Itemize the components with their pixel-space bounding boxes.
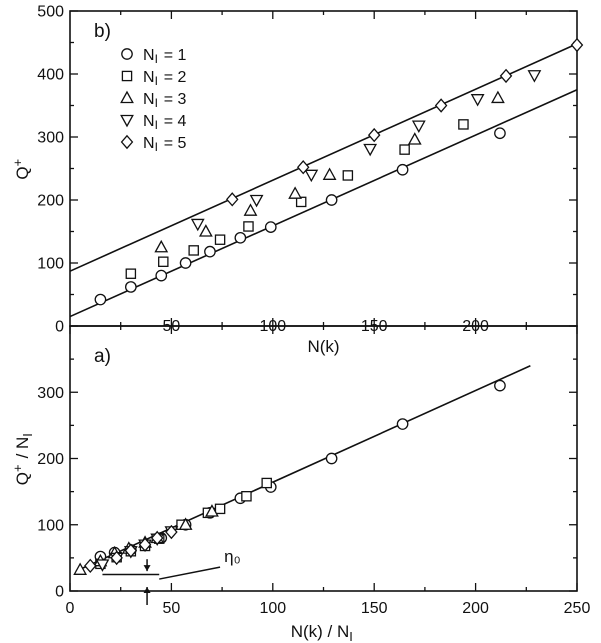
panel-label: a) bbox=[94, 346, 111, 367]
data-point-diamond bbox=[84, 558, 97, 574]
legend-label: NI = 2 bbox=[143, 69, 186, 88]
x-tick-label: 100 bbox=[259, 600, 286, 617]
legend-marker-diamond bbox=[120, 134, 134, 150]
data-point-triangle-down bbox=[527, 70, 542, 83]
y-axis-label: Q+ / NI bbox=[10, 432, 34, 486]
data-point-triangle-down bbox=[190, 218, 205, 232]
legend-marker-circle bbox=[121, 48, 133, 60]
y-tick-label: 0 bbox=[55, 584, 64, 601]
y-tick-label: 100 bbox=[37, 517, 64, 534]
data-point-triangle-up bbox=[73, 562, 88, 575]
fit-line bbox=[75, 365, 531, 572]
fit-line bbox=[69, 43, 578, 272]
data-point-triangle-up bbox=[322, 167, 337, 180]
data-point-diamond bbox=[165, 524, 178, 540]
data-point-square bbox=[342, 170, 354, 181]
data-point-square bbox=[295, 196, 307, 208]
data-point-circle bbox=[234, 231, 247, 244]
data-point-diamond bbox=[124, 543, 138, 558]
data-point-triangle-up bbox=[243, 203, 258, 216]
legend-label: NI = 3 bbox=[143, 91, 186, 110]
data-point-circle bbox=[94, 293, 107, 306]
y-tick-label: 300 bbox=[37, 130, 64, 147]
data-point-triangle-up bbox=[178, 517, 193, 530]
legend-label: NI = 5 bbox=[143, 135, 186, 154]
data-point-diamond bbox=[499, 68, 513, 84]
panel-a-chart: 0 100 200 300 0 50 100 150 200 250 N(k) / NI Q+ / … bbox=[10, 325, 591, 643]
data-point-triangle-up bbox=[491, 90, 505, 104]
data-point-diamond bbox=[296, 160, 310, 175]
data-point-circle bbox=[396, 163, 409, 176]
data-point-square bbox=[243, 221, 254, 232]
data-point-square bbox=[125, 268, 137, 279]
y-tick-label: 0 bbox=[55, 319, 64, 336]
y-tick-label: 500 bbox=[37, 4, 64, 21]
x-tick-label: 0 bbox=[66, 600, 75, 617]
data-point-square bbox=[399, 144, 410, 155]
data-point-circle bbox=[264, 221, 277, 233]
data-point-triangle-up bbox=[198, 224, 213, 237]
data-point-circle bbox=[124, 281, 137, 293]
panel-label: b) bbox=[94, 21, 111, 42]
data-point-triangle-down bbox=[411, 120, 426, 134]
legend-marker-triangle-up bbox=[120, 90, 134, 104]
data-point-diamond bbox=[225, 192, 239, 207]
data-point-circle bbox=[494, 379, 506, 392]
y-tick-label: 100 bbox=[37, 256, 64, 273]
data-point-triangle-up bbox=[154, 239, 169, 253]
data-point-circle bbox=[179, 257, 192, 269]
x-axis-label: N(k) bbox=[307, 337, 339, 356]
data-point-triangle-down bbox=[249, 194, 264, 208]
eta-annotation: η₀ bbox=[224, 547, 241, 566]
data-point-circle bbox=[325, 194, 338, 206]
data-point-diamond bbox=[570, 37, 584, 53]
x-axis-label: N(k) / NI bbox=[291, 622, 355, 643]
data-point-square bbox=[158, 256, 169, 267]
data-point-triangle-down bbox=[304, 169, 319, 183]
data-point-diamond bbox=[434, 98, 448, 113]
data-point-triangle-down bbox=[470, 94, 485, 107]
data-point-square bbox=[458, 119, 469, 130]
x-tick-label: 50 bbox=[163, 600, 181, 617]
data-point-square bbox=[214, 503, 226, 515]
data-point-circle bbox=[325, 452, 338, 465]
y-tick-label: 300 bbox=[37, 385, 64, 402]
data-point-circle bbox=[155, 269, 168, 282]
arrowhead-up-icon bbox=[143, 587, 151, 593]
data-point-triangle-down bbox=[95, 559, 110, 572]
legend-marker-triangle-down bbox=[120, 114, 134, 128]
fit-line bbox=[69, 89, 578, 318]
annotation-leader-line bbox=[159, 566, 221, 580]
data-point-diamond bbox=[367, 127, 381, 143]
data-point-circle bbox=[396, 418, 409, 430]
legend-label: NI = 1 bbox=[143, 47, 186, 66]
x-tick-label: 200 bbox=[462, 600, 489, 617]
legend-marker-square bbox=[121, 70, 133, 82]
x-tick-label: 250 bbox=[564, 600, 591, 617]
data-point-square bbox=[214, 234, 226, 245]
data-point-square bbox=[241, 491, 252, 502]
arrowhead-down-icon bbox=[143, 565, 151, 572]
legend-label: NI = 4 bbox=[143, 113, 186, 132]
data-point-diamond bbox=[110, 550, 123, 566]
data-point-triangle-up bbox=[205, 504, 219, 517]
data-point-square bbox=[188, 245, 199, 256]
data-point-square bbox=[261, 477, 272, 489]
x-tick-label: 150 bbox=[361, 600, 388, 617]
y-axis-label: Q+ bbox=[10, 157, 32, 179]
data-point-triangle-up bbox=[407, 132, 422, 145]
data-point-diamond bbox=[138, 537, 152, 552]
data-point-triangle-down bbox=[363, 143, 378, 157]
data-point-circle bbox=[494, 127, 506, 140]
y-tick-label: 200 bbox=[37, 193, 64, 210]
data-point-circle bbox=[204, 245, 216, 258]
data-point-triangle-up bbox=[288, 186, 303, 199]
y-tick-label: 400 bbox=[37, 67, 64, 84]
data-point-diamond bbox=[150, 530, 164, 546]
y-tick-label: 200 bbox=[37, 451, 64, 468]
